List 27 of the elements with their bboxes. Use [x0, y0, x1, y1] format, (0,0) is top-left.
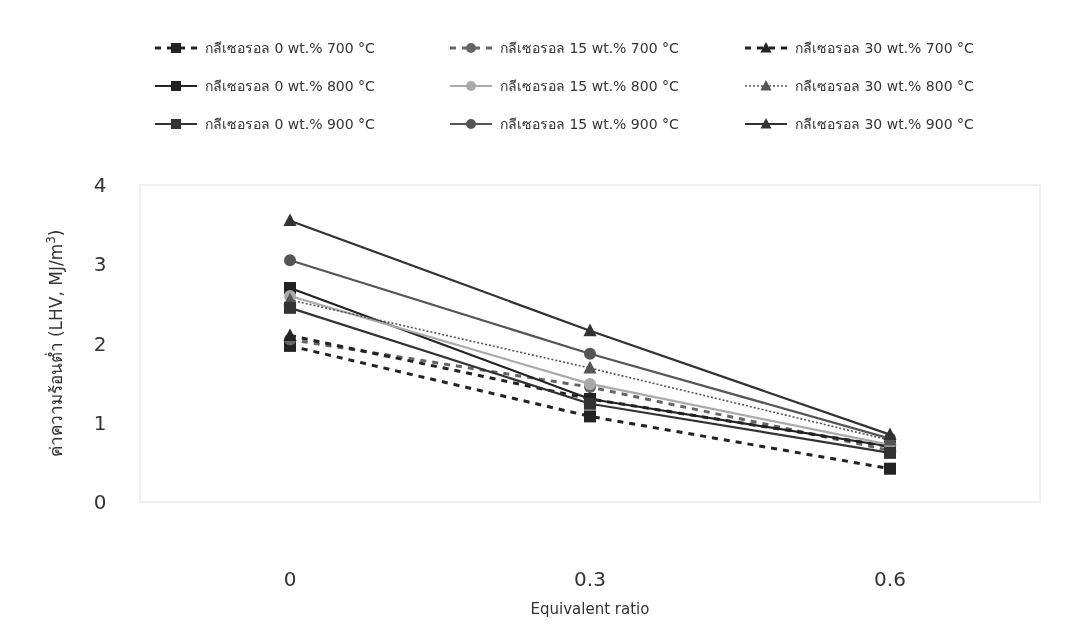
point	[584, 347, 596, 360]
y-tick-label: 1	[93, 410, 107, 435]
point	[584, 377, 596, 390]
x-axis-title: Equivalent ratio	[530, 600, 650, 618]
y-tick-label: 4	[93, 173, 107, 197]
legend-label: กลีเซอรอล 30 wt.% 700 °C	[795, 40, 975, 56]
point	[284, 254, 296, 267]
point	[883, 427, 897, 441]
legend-label: กลีเซอรอล 15 wt.% 900 °C	[500, 116, 680, 132]
legend-label: กลีเซอรอล 0 wt.% 800 °C	[205, 78, 376, 94]
x-tick-label: 0	[283, 567, 297, 591]
legend-label: กลีเซอรอล 15 wt.% 800 °C	[500, 78, 680, 94]
legend-label: กลีเซอรอล 15 wt.% 700 °C	[500, 40, 680, 56]
legend-label: กลีเซอรอล 0 wt.% 700 °C	[205, 40, 376, 56]
legend-label: กลีเซอรอล 0 wt.% 900 °C	[205, 116, 376, 132]
y-tick-label: 3	[93, 252, 107, 277]
point	[584, 410, 596, 423]
point	[283, 213, 297, 227]
x-tick-label: 0.6	[874, 567, 906, 591]
point	[584, 397, 596, 410]
point	[884, 462, 896, 475]
legend-label: กลีเซอรอล 30 wt.% 800 °C	[795, 78, 975, 94]
x-tick-label: 0.3	[574, 567, 606, 591]
legend-label: กลีเซอรอล 30 wt.% 900 °C	[795, 116, 975, 132]
y-tick-label: 0	[93, 490, 107, 514]
point	[583, 323, 597, 337]
y-tick-label: 2	[93, 331, 107, 356]
